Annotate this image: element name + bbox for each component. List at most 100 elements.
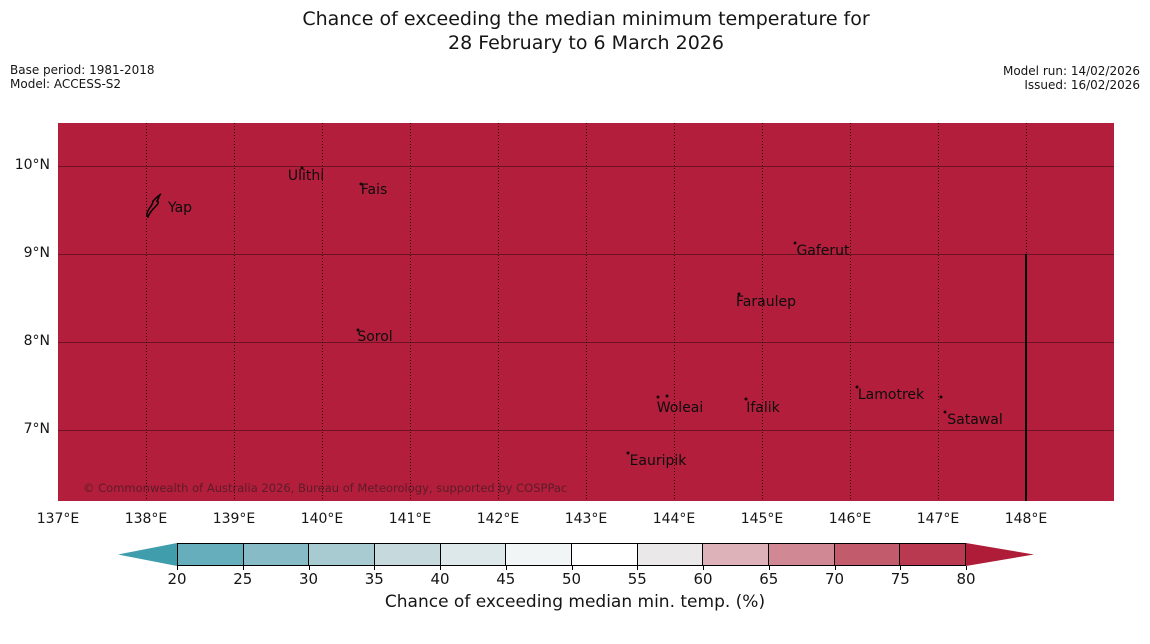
colorbar-segment — [768, 544, 834, 565]
colorbar-tick-label: 70 — [824, 570, 845, 588]
longitude-gridline — [850, 123, 851, 501]
colorbar-under-arrow — [118, 543, 177, 566]
y-axis-tick-label: 10°N — [14, 157, 50, 173]
colorbar-tick — [637, 566, 639, 570]
colorbar-segment — [439, 544, 506, 565]
colorbar-tick-label: 25 — [233, 570, 253, 588]
x-axis-tick-label: 137°E — [36, 511, 80, 527]
copyright-text: © Commonwealth of Australia 2026, Bureau… — [83, 481, 568, 495]
island-marker-dot — [943, 410, 947, 414]
colorbar-tick-label: 75 — [890, 570, 910, 588]
longitude-gridline — [146, 123, 147, 501]
longitude-gridline — [498, 123, 499, 501]
colorbar-tick — [177, 566, 178, 570]
title-line-2: 28 February to 6 March 2026 — [447, 32, 724, 54]
x-axis-tick-label: 145°E — [740, 511, 784, 527]
x-axis-tick-label: 138°E — [124, 511, 168, 527]
y-axis-tick-label: 7°N — [23, 421, 50, 437]
colorbar-tick-label: 65 — [759, 570, 779, 588]
map-region: © Commonwealth of Australia 2026, Bureau… — [58, 123, 1114, 501]
colorbar-tick-label: 35 — [364, 570, 384, 588]
colorbar-segment — [505, 544, 572, 565]
yap-island-outline-icon — [146, 193, 162, 219]
island-marker-dot — [626, 451, 630, 455]
colorbar-tick-label: 45 — [496, 570, 516, 588]
island-marker-dot — [793, 241, 797, 245]
colorbar-segment — [833, 544, 900, 565]
colorbar-tick — [900, 566, 902, 570]
island-label-eauripik: Eauripik — [629, 453, 687, 469]
longitude-gridline — [234, 123, 235, 501]
x-axis-tick-label: 139°E — [212, 511, 256, 527]
island-label-sorol: Sorol — [357, 329, 393, 345]
longitude-gridline — [410, 123, 411, 501]
colorbar-segment — [308, 544, 375, 565]
colorbar-segment — [636, 544, 703, 565]
x-axis-tick-label: 146°E — [828, 511, 872, 527]
longitude-gridline — [674, 123, 675, 501]
colorbar — [177, 543, 966, 566]
island-label-faraulep: Faraulep — [736, 294, 796, 310]
page-title: Chance of exceeding the median minimum t… — [58, 7, 1114, 55]
island-label-fais: Fais — [360, 182, 388, 198]
colorbar-tick — [703, 566, 704, 570]
longitude-gridline — [322, 123, 323, 501]
x-axis-tick-label: 142°E — [476, 511, 520, 527]
island-label-woleai: Woleai — [656, 400, 704, 416]
island-label-lamotrek: Lamotrek — [857, 387, 925, 403]
colorbar-tick — [571, 566, 573, 570]
colorbar-tick-label: 50 — [561, 570, 582, 588]
colorbar-tick — [440, 566, 441, 570]
colorbar-tick — [308, 566, 310, 570]
colorbar-tick — [966, 566, 967, 570]
island-marker-dot — [665, 394, 669, 398]
model-run-text: Model run: 14/02/2026 — [1002, 64, 1140, 78]
colorbar-over-arrow — [966, 543, 1034, 566]
colorbar-tick — [505, 566, 507, 570]
island-marker-dot — [356, 328, 360, 332]
meta-left: Base period: 1981-2018 Model: ACCESS-S2 — [10, 63, 155, 91]
colorbar-tick — [374, 566, 376, 570]
issued-text: Issued: 16/02/2026 — [1024, 78, 1140, 92]
island-label-satawal: Satawal — [947, 412, 1003, 428]
island-marker-dot — [737, 292, 741, 296]
y-axis-tick-label: 9°N — [23, 245, 50, 261]
colorbar-tick — [834, 566, 836, 570]
colorbar-segment — [374, 544, 440, 565]
longitude-gridline — [586, 123, 587, 501]
island-marker-dot — [359, 182, 363, 186]
colorbar-segment — [571, 544, 637, 565]
colorbar-segment — [242, 544, 309, 565]
colorbar-tick-label: 40 — [430, 570, 450, 588]
island-label-ifalik: Ifalik — [746, 400, 780, 416]
model-text: Model: ACCESS-S2 — [10, 77, 122, 91]
colorbar-tick-label: 55 — [627, 570, 647, 588]
colorbar-tick-label: 60 — [693, 570, 713, 588]
island-marker-dot — [939, 395, 943, 399]
longitude-gridline — [762, 123, 763, 501]
colorbar-segment — [178, 544, 243, 565]
island-label-gaferut: Gaferut — [796, 243, 850, 259]
island-marker-dot — [656, 395, 660, 399]
longitude-gridline — [938, 123, 939, 501]
base-period-text: Base period: 1981-2018 — [10, 63, 155, 77]
colorbar-tick-label: 80 — [956, 570, 976, 588]
boundary-line-148e — [1025, 254, 1027, 501]
island-marker-dot — [744, 397, 748, 401]
title-line-1: Chance of exceeding the median minimum t… — [302, 8, 870, 30]
x-axis-tick-label: 148°E — [1004, 511, 1048, 527]
island-label-ulithi: Ulithi — [287, 168, 325, 184]
latitude-gridline — [58, 166, 1114, 167]
x-axis-tick-label: 147°E — [916, 511, 960, 527]
colorbar-tick — [768, 566, 770, 570]
x-axis-tick-label: 141°E — [388, 511, 432, 527]
x-axis-tick-label: 143°E — [564, 511, 608, 527]
x-axis-tick-label: 144°E — [652, 511, 696, 527]
island-marker-dot — [855, 385, 859, 389]
colorbar-tick-label: 20 — [167, 570, 187, 588]
island-marker-dot — [300, 166, 304, 170]
latitude-gridline — [58, 430, 1114, 431]
x-axis-tick-label: 140°E — [300, 511, 344, 527]
colorbar-segment — [702, 544, 769, 565]
